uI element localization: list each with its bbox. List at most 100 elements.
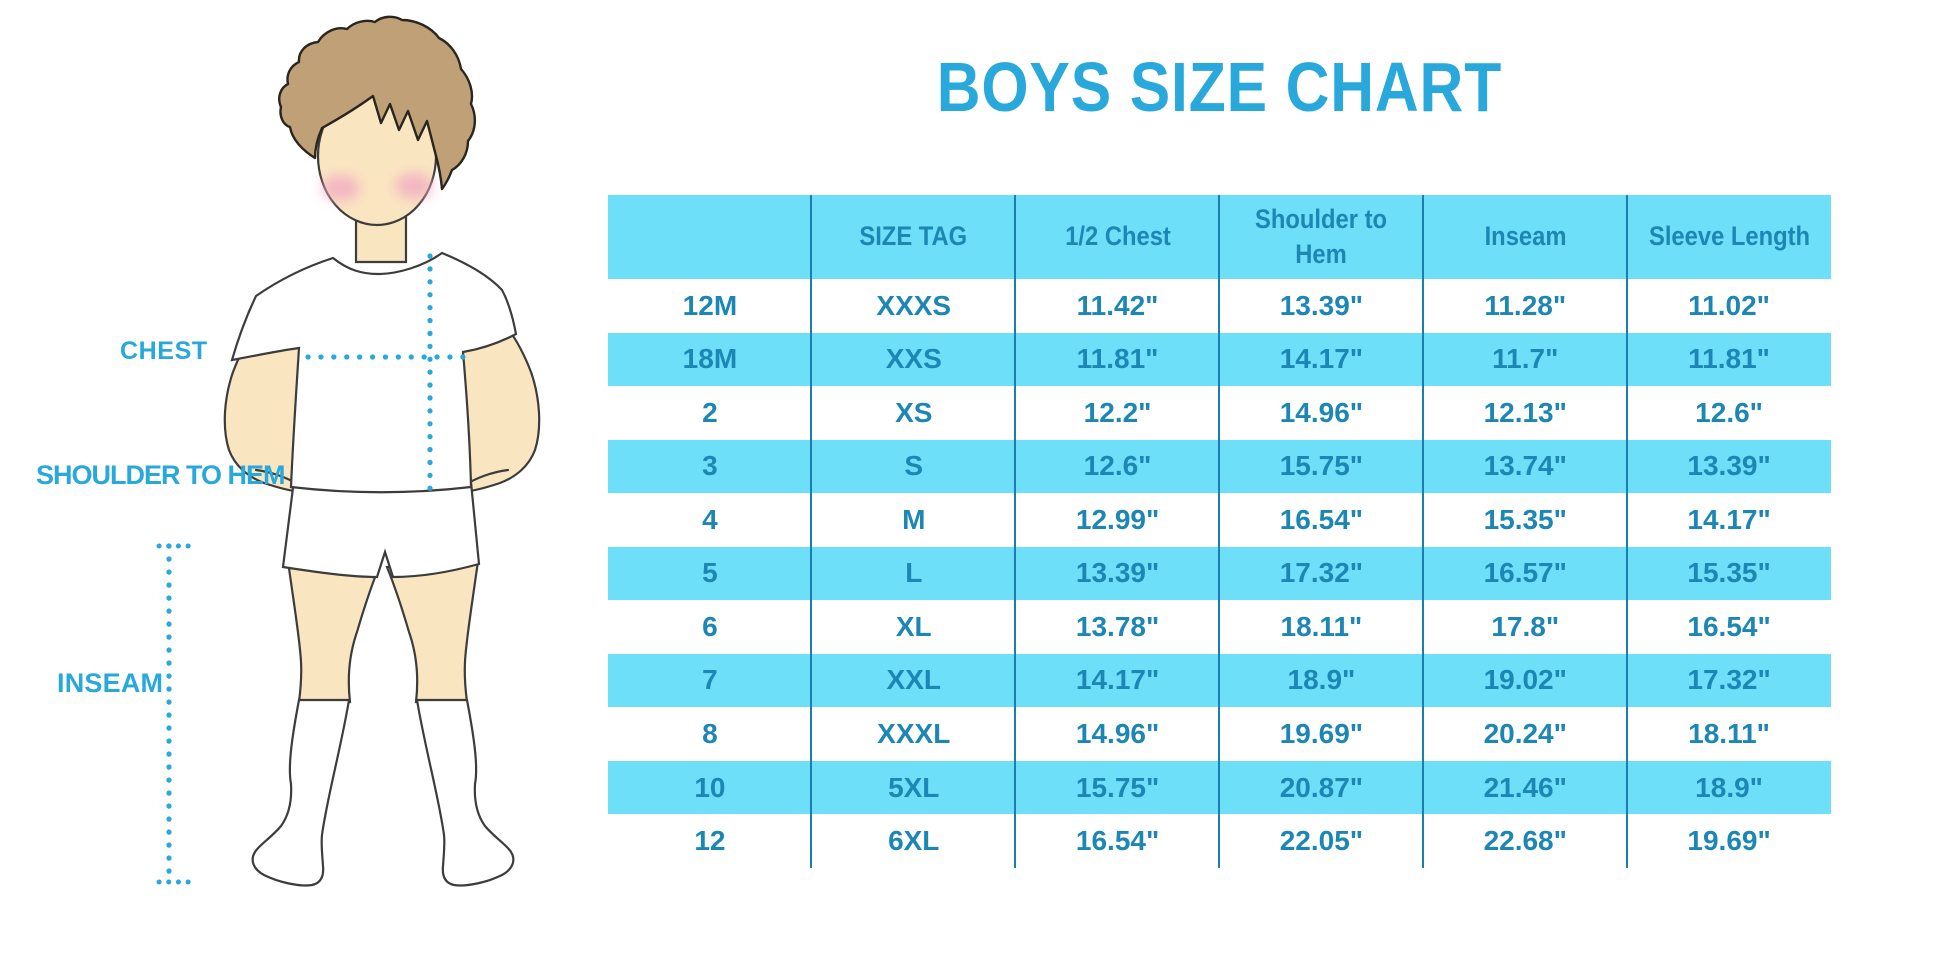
value-cell-text: 19.69" [1279, 717, 1364, 749]
value-cell-text: 12.13" [1483, 396, 1567, 428]
value-cell: XS [812, 386, 1016, 440]
size-cell: 12M [608, 279, 812, 333]
shoulder-to-hem-label: SHOULDER TO HEM [36, 460, 286, 490]
value-cell-text: 12.6" [1695, 396, 1763, 428]
value-cell-text: 14.17" [1279, 343, 1364, 375]
table-row: 2 XS 12.2" 14.96" 12.13" 12.6" [608, 386, 1831, 440]
value-cell: XL [812, 600, 1016, 654]
size-cell-text: 6 [702, 610, 718, 642]
size-cell-text: 8 [702, 717, 718, 749]
value-cell-text: 19.02" [1483, 664, 1567, 696]
value-cell: XXL [812, 654, 1016, 708]
value-cell-text: 6XL [888, 825, 940, 857]
column-header-text: 1/2 Chest [1064, 221, 1171, 252]
value-cell-text: 11.28" [1484, 289, 1567, 321]
value-cell-text: 22.05" [1279, 825, 1364, 857]
value-cell-text: 16.54" [1279, 503, 1364, 535]
value-cell: 13.39" [1219, 279, 1423, 333]
value-cell: 13.39" [1016, 547, 1220, 601]
value-cell-text: 20.87" [1279, 771, 1364, 803]
value-cell-text: XL [895, 610, 932, 642]
value-cell: 19.69" [1627, 814, 1831, 868]
value-cell: 20.24" [1423, 707, 1627, 761]
page-title: BOYS SIZE CHART [608, 52, 1831, 122]
value-cell-text: 11.7" [1492, 343, 1559, 375]
column-header-text: SIZE TAG [859, 221, 968, 252]
value-cell-text: 20.24" [1483, 717, 1567, 749]
value-cell: 17.32" [1627, 654, 1831, 708]
chest-label: CHEST [120, 337, 208, 365]
column-header: Inseam [1423, 195, 1627, 279]
value-cell: 12.6" [1627, 386, 1831, 440]
table-row: 4 M 12.99" 16.54" 15.35" 14.17" [608, 493, 1831, 547]
value-cell: XXXS [812, 279, 1016, 333]
value-cell: 19.69" [1219, 707, 1423, 761]
value-cell-text: S [904, 450, 924, 482]
value-cell: 14.17" [1016, 654, 1220, 708]
size-cell: 2 [608, 386, 812, 440]
size-cell: 12 [608, 814, 812, 868]
value-cell-text: 15.35" [1687, 557, 1771, 589]
value-cell-text: 18.9" [1287, 664, 1356, 696]
column-header: Shoulder to Hem [1219, 195, 1423, 279]
table-divider [1422, 195, 1424, 868]
value-cell: 19.02" [1423, 654, 1627, 708]
value-cell-text: 16.57" [1483, 557, 1567, 589]
hair-shape [278, 15, 476, 191]
size-table: SIZE TAG 1/2 Chest Shoulder to Hem Inseam Sl… [608, 195, 1831, 868]
value-cell: 15.75" [1219, 440, 1423, 494]
right-sock-shape [415, 698, 515, 887]
value-cell: 12.99" [1016, 493, 1220, 547]
value-cell: 16.57" [1423, 547, 1627, 601]
column-header: 1/2 Chest [1016, 195, 1220, 279]
value-cell-text: 14.17" [1075, 664, 1160, 696]
value-cell: M [812, 493, 1016, 547]
table-divider [810, 195, 812, 868]
size-cell: 6 [608, 600, 812, 654]
value-cell: L [812, 547, 1016, 601]
left-sock-shape [251, 698, 351, 887]
column-header-text: Inseam [1484, 221, 1567, 252]
size-cell-text: 7 [702, 664, 718, 696]
value-cell: XXXL [812, 707, 1016, 761]
value-cell: 11.81" [1627, 333, 1831, 387]
inseam-label: INSEAM [57, 668, 164, 698]
value-cell: S [812, 440, 1016, 494]
value-cell-text: 11.02" [1688, 289, 1770, 321]
boy-illustration [156, 15, 541, 887]
column-header: SIZE TAG [812, 195, 1016, 279]
value-cell-text: 22.68" [1483, 825, 1567, 857]
value-cell-text: XXXL [877, 717, 951, 749]
value-cell-text: 11.81" [1076, 343, 1159, 375]
right-leg-shape [385, 559, 480, 704]
table-row: 12 6XL 16.54" 22.05" 22.68" 19.69" [608, 814, 1831, 868]
value-cell: 14.96" [1016, 707, 1220, 761]
value-cell-text: XXL [886, 664, 941, 696]
value-cell-text: 15.35" [1483, 503, 1567, 535]
value-cell: 18.9" [1627, 761, 1831, 815]
value-cell: 17.32" [1219, 547, 1423, 601]
column-header-text: Sleeve Length [1648, 221, 1810, 252]
table-row: 12M XXXS 11.42" 13.39" 11.28" 11.02" [608, 279, 1831, 333]
table-row: 6 XL 13.78" 18.11" 17.8" 16.54" [608, 600, 1831, 654]
right-blush [395, 173, 433, 199]
value-cell-text: L [905, 557, 923, 589]
value-cell: 21.46" [1423, 761, 1627, 815]
value-cell: 14.96" [1219, 386, 1423, 440]
page-title-text: BOYS SIZE CHART [936, 48, 1503, 126]
value-cell: 22.05" [1219, 814, 1423, 868]
size-cell: 8 [608, 707, 812, 761]
value-cell-text: 12.6" [1083, 450, 1152, 482]
table-divider [1014, 195, 1016, 868]
value-cell-text: 18.11" [1688, 717, 1770, 749]
value-cell-text: 19.69" [1687, 825, 1771, 857]
table-row: 8 XXXL 14.96" 19.69" 20.24" 18.11" [608, 707, 1831, 761]
value-cell: 22.68" [1423, 814, 1627, 868]
value-cell: 16.54" [1016, 814, 1220, 868]
value-cell-text: 18.11" [1280, 610, 1363, 642]
value-cell-text: 21.46" [1483, 771, 1567, 803]
value-cell-text: 11.81" [1688, 343, 1770, 375]
value-cell: 14.17" [1219, 333, 1423, 387]
value-cell-text: 17.8" [1491, 610, 1560, 642]
value-cell: 11.7" [1423, 333, 1627, 387]
